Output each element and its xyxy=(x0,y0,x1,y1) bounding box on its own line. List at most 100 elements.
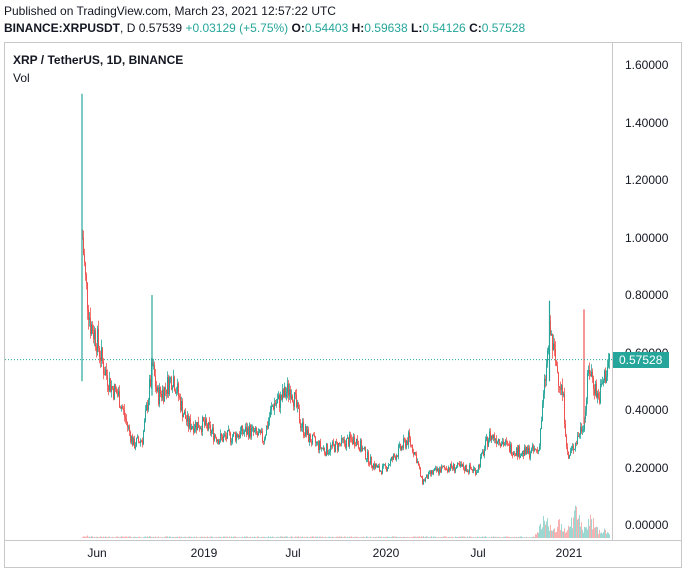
volume-bar xyxy=(375,537,376,538)
volume-bar xyxy=(360,537,361,538)
chart-frame[interactable] xyxy=(4,42,682,568)
volume-bar xyxy=(393,536,394,538)
candle-body xyxy=(435,468,436,470)
candle-body xyxy=(240,430,241,438)
candle-body xyxy=(296,394,297,407)
volume-bar xyxy=(339,536,340,538)
volume-bar xyxy=(299,537,300,538)
volume-bar xyxy=(543,515,544,538)
volume-bar xyxy=(472,537,473,538)
candle-body xyxy=(107,375,108,386)
candle-body xyxy=(258,432,259,436)
volume-bar xyxy=(238,537,239,538)
candle-body xyxy=(217,439,218,442)
candle-body xyxy=(404,438,405,441)
candle-body xyxy=(106,369,107,376)
close-label: C: xyxy=(469,21,482,35)
volume-bar xyxy=(462,536,463,538)
candle-body xyxy=(367,451,368,460)
volume-bar xyxy=(177,536,178,538)
volume-bar xyxy=(226,536,227,538)
candle-body xyxy=(606,376,607,383)
chart-legend-title: XRP / TetherUS, 1D, BINANCE xyxy=(13,53,184,67)
volume-bar xyxy=(331,536,332,538)
volume-bar xyxy=(367,536,368,538)
volume-bar xyxy=(199,537,200,538)
time-tick-label: Jul xyxy=(285,546,301,560)
volume-bar xyxy=(279,537,280,538)
volume-bar xyxy=(404,536,405,538)
volume-bar xyxy=(216,536,217,538)
candle-body xyxy=(189,418,190,428)
volume-bar xyxy=(342,537,343,538)
published-note: Published on TradingView.com, March 23, … xyxy=(4,4,336,18)
candle-body xyxy=(147,404,148,410)
volume-bar xyxy=(568,525,569,538)
volume-bar xyxy=(132,537,133,538)
candle-body xyxy=(305,426,306,436)
volume-bar xyxy=(433,536,434,538)
volume-bar xyxy=(153,536,154,538)
volume-bar xyxy=(124,537,125,538)
volume-bar xyxy=(162,537,163,538)
volume-bar xyxy=(289,537,290,538)
candle-body xyxy=(485,440,486,449)
candle-body xyxy=(513,452,514,456)
volume-bar xyxy=(144,536,145,538)
candle-body xyxy=(185,411,186,419)
volume-bar xyxy=(594,527,595,538)
candle-body xyxy=(538,450,539,452)
candle-body xyxy=(336,441,337,443)
candle-body xyxy=(507,441,508,444)
volume-bar xyxy=(273,537,274,538)
volume-bar xyxy=(290,536,291,538)
volume-bar xyxy=(537,532,538,538)
volume-bar xyxy=(490,537,491,538)
volume-bar xyxy=(355,536,356,538)
volume-bar xyxy=(503,536,504,538)
candle-body xyxy=(434,468,435,471)
volume-bar xyxy=(112,536,113,538)
volume-bar xyxy=(235,536,236,538)
volume-bar xyxy=(188,536,189,538)
candle-body xyxy=(402,446,403,449)
candle-body xyxy=(398,446,399,457)
volume-bar xyxy=(147,536,148,538)
volume-bar xyxy=(203,537,204,538)
volume-bar xyxy=(475,537,476,538)
volume-bar xyxy=(455,536,456,538)
volume-bar xyxy=(531,537,532,538)
candle-body xyxy=(487,437,488,447)
candle-body xyxy=(559,386,560,388)
volume-bar xyxy=(312,536,313,538)
volume-bar xyxy=(90,536,91,538)
candle-body xyxy=(375,464,376,469)
candle-body xyxy=(322,447,323,449)
last-price: 0.57539 xyxy=(138,21,183,35)
candle-body xyxy=(363,448,364,450)
candle-body xyxy=(113,388,114,399)
volume-bar xyxy=(516,536,517,538)
volume-bar xyxy=(524,537,525,538)
volume-bar xyxy=(567,530,568,538)
candle-body xyxy=(600,383,601,403)
candle-body xyxy=(137,436,138,439)
candle-body xyxy=(453,464,454,469)
candle-body xyxy=(383,464,384,466)
volume-bar xyxy=(386,536,387,538)
candle-body xyxy=(122,406,123,409)
volume-bar xyxy=(158,536,159,538)
volume-bar xyxy=(106,536,107,538)
volume-bar xyxy=(431,536,432,538)
price-tick-label: 0.80000 xyxy=(625,288,669,302)
volume-bar xyxy=(85,536,86,538)
volume-bar xyxy=(224,536,225,538)
candle-body xyxy=(342,437,343,440)
volume-bar xyxy=(296,536,297,538)
candle-body xyxy=(565,423,566,437)
candle-body xyxy=(144,420,145,432)
volume-bar xyxy=(200,536,201,538)
candle-body xyxy=(219,441,220,445)
volume-bar xyxy=(487,537,488,538)
